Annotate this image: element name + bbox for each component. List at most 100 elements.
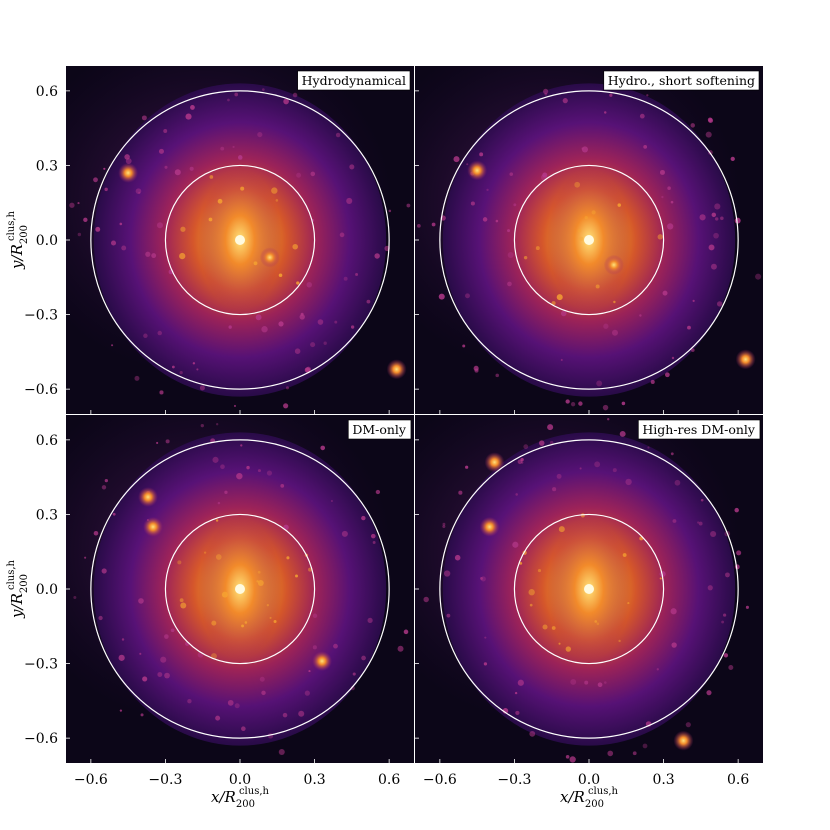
panel-label-text: High-res DM-only bbox=[642, 422, 756, 437]
x-tick-label: 0.3 bbox=[652, 772, 674, 788]
substructure-blob bbox=[217, 501, 221, 505]
panel-label: Hydrodynamical bbox=[297, 70, 411, 91]
substructure-blob bbox=[691, 348, 695, 352]
substructure-blob bbox=[723, 653, 729, 658]
substructure-blob bbox=[343, 276, 348, 281]
substructure-blob bbox=[77, 202, 80, 205]
substructure-blob bbox=[659, 577, 662, 580]
panel-label-text: Hydrodynamical bbox=[302, 73, 406, 88]
substructure-blob bbox=[715, 217, 719, 221]
substructure-blob bbox=[220, 146, 225, 151]
radius-circle-0.3 bbox=[513, 513, 665, 665]
substructure-blob bbox=[692, 299, 695, 302]
svg-text:y/R200clus,h: y/R200clus,h bbox=[6, 210, 30, 269]
ticks bbox=[66, 439, 390, 763]
substructure-blob bbox=[211, 620, 217, 626]
density-map bbox=[66, 66, 414, 414]
substructure-blob bbox=[528, 589, 535, 596]
substructure-blob bbox=[725, 572, 730, 578]
substructure-blob bbox=[728, 665, 734, 670]
substructure-blob bbox=[93, 177, 98, 183]
substructure-blob bbox=[597, 682, 603, 688]
substructure-blob bbox=[584, 215, 588, 220]
y-tick-label: 0.0 bbox=[36, 582, 58, 598]
substructure-blob bbox=[101, 568, 107, 574]
bright-clump bbox=[735, 349, 756, 370]
substructure-blob bbox=[736, 550, 742, 556]
substructure-blob bbox=[278, 273, 283, 278]
substructure-blob bbox=[261, 326, 268, 333]
substructure-blob bbox=[667, 186, 671, 190]
substructure-blob bbox=[217, 198, 223, 204]
substructure-blob bbox=[484, 636, 487, 639]
x-tick-label: −0.6 bbox=[423, 772, 457, 788]
substructure-blob bbox=[292, 92, 298, 98]
substructure-blob bbox=[643, 144, 648, 149]
substructure-blob bbox=[537, 568, 542, 573]
substructure-blob bbox=[295, 574, 298, 578]
substructure-blob bbox=[529, 603, 533, 607]
substructure-blob bbox=[670, 452, 674, 456]
substructure-blob bbox=[221, 591, 228, 598]
substructure-blob bbox=[234, 92, 239, 97]
substructure-blob bbox=[208, 217, 213, 222]
substructure-blob bbox=[140, 713, 144, 717]
substructure-blob bbox=[355, 273, 359, 276]
substructure-blob bbox=[170, 628, 175, 633]
substructure-blob bbox=[271, 187, 278, 194]
substructure-blob bbox=[578, 401, 583, 406]
substructure-blob bbox=[119, 222, 123, 226]
substructure-blob bbox=[423, 596, 429, 603]
panel-label: High-res DM-only bbox=[638, 419, 761, 440]
substructure-blob bbox=[266, 470, 273, 476]
substructure-blob bbox=[650, 379, 655, 384]
y-tick-label: 0.3 bbox=[36, 507, 58, 523]
substructure-blob bbox=[320, 445, 326, 451]
substructure-blob bbox=[212, 456, 219, 463]
substructure-blob bbox=[596, 622, 600, 626]
substructure-blob bbox=[299, 314, 305, 320]
substructure-blob bbox=[185, 113, 192, 120]
substructure-blob bbox=[261, 690, 266, 696]
substructure-blob bbox=[480, 576, 483, 580]
substructure-blob bbox=[234, 703, 240, 709]
substructure-blob bbox=[535, 246, 540, 251]
substructure-blob bbox=[558, 642, 561, 645]
cluster-center bbox=[235, 235, 245, 245]
substructure-blob bbox=[462, 344, 466, 348]
substructure-blob bbox=[619, 430, 626, 437]
substructure-blob bbox=[542, 172, 548, 178]
substructure-blob bbox=[339, 232, 345, 238]
substructure-blob bbox=[84, 556, 87, 559]
substructure-blob bbox=[227, 699, 234, 706]
density-map bbox=[66, 415, 414, 763]
substructure-blob bbox=[367, 617, 373, 623]
substructure-blob bbox=[406, 203, 411, 208]
substructure-blob bbox=[570, 679, 577, 685]
substructure-blob bbox=[220, 464, 225, 470]
substructure-blob bbox=[266, 603, 270, 607]
substructure-blob bbox=[495, 219, 499, 223]
substructure-blob bbox=[562, 98, 568, 104]
substructure-blob bbox=[296, 281, 300, 285]
substructure-blob bbox=[145, 251, 151, 257]
substructure-blob bbox=[179, 370, 183, 375]
substructure-blob bbox=[442, 525, 446, 529]
substructure-blob bbox=[112, 512, 116, 516]
substructure-blob bbox=[662, 290, 668, 296]
y-axis-label-top: y/R200clus,h bbox=[6, 210, 30, 269]
substructure-blob bbox=[594, 620, 598, 623]
substructure-blob bbox=[507, 229, 511, 233]
substructure-blob bbox=[350, 325, 355, 329]
substructure-blob bbox=[139, 652, 142, 655]
substructure-blob bbox=[164, 672, 170, 679]
cluster-center bbox=[584, 235, 594, 245]
substructure-blob bbox=[189, 166, 194, 171]
y-axis-label-bottom: y/R200clus,h bbox=[6, 559, 30, 618]
substructure-blob bbox=[574, 181, 581, 188]
substructure-blob bbox=[190, 105, 195, 110]
substructure-blob bbox=[233, 404, 237, 407]
bright-clump bbox=[143, 516, 163, 537]
substructure-blob bbox=[479, 152, 484, 157]
substructure-blob bbox=[517, 459, 523, 465]
